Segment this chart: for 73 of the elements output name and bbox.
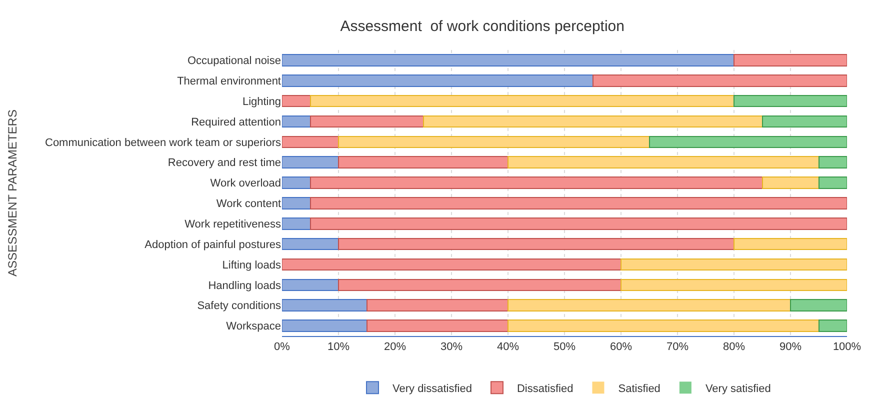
bar <box>282 94 311 108</box>
bar <box>338 238 734 250</box>
legend-label: Satisfied <box>618 382 660 395</box>
bar <box>620 258 847 271</box>
bar <box>282 258 622 271</box>
bar <box>310 115 424 128</box>
bar <box>282 136 339 148</box>
x-tick-label: 20% <box>384 341 406 354</box>
bar <box>818 320 847 332</box>
y-tick-label: Occupational noise <box>187 55 281 68</box>
y-tick-label: Required attention <box>191 116 281 128</box>
bar <box>282 156 339 168</box>
bar <box>366 299 508 312</box>
bar <box>734 54 847 66</box>
x-tick-label: 80% <box>722 341 746 354</box>
x-tick-label: 10% <box>327 341 350 354</box>
x-tick-label: 30% <box>440 341 463 354</box>
x-tick-label: 70% <box>666 341 689 354</box>
y-tick-label: Thermal environment <box>177 75 281 88</box>
bar <box>310 218 847 230</box>
x-tick-label: 100% <box>832 341 862 354</box>
bar <box>282 197 311 210</box>
bar <box>508 156 820 168</box>
bar <box>818 176 847 189</box>
x-tick-label: 90% <box>779 341 802 354</box>
y-tick-label: Adoption of painful postures <box>144 238 282 251</box>
x-tick-label: 50% <box>553 341 576 354</box>
y-tick-label: Recovery and rest time <box>168 157 281 170</box>
bar <box>338 156 508 168</box>
bar <box>620 278 847 292</box>
y-tick-label: Work overload <box>210 178 281 190</box>
bar <box>282 278 339 292</box>
bar <box>338 136 650 148</box>
y-tick-label: Lifting loads <box>222 259 282 272</box>
legend-label: Very satisfied <box>705 382 771 395</box>
bar <box>282 238 339 250</box>
bar <box>762 115 847 128</box>
bar <box>338 278 622 292</box>
y-tick-label: Safety conditions <box>197 300 282 312</box>
chart-title: Assessment of work conditions perception <box>340 18 625 36</box>
y-tick-label: Work content <box>216 198 281 210</box>
bar <box>282 218 311 230</box>
x-tick-label: 40% <box>496 341 520 354</box>
bar <box>762 176 820 189</box>
y-tick-label: Handling loads <box>208 280 282 292</box>
y-tick-label: Communication between work team or superiors <box>45 136 282 149</box>
bar <box>790 299 847 312</box>
bar <box>592 74 847 87</box>
bar <box>310 176 763 189</box>
y-tick-label: Work repetitiveness <box>184 218 282 230</box>
bar <box>310 94 734 108</box>
bar <box>282 54 734 66</box>
y-tick-label: Workspace <box>226 320 281 333</box>
bar <box>282 176 311 189</box>
y-tick-label: Lighting <box>242 96 281 108</box>
bar <box>282 320 368 332</box>
bar <box>818 156 847 168</box>
bar <box>734 94 847 108</box>
bar <box>508 299 791 312</box>
x-tick-label: 0% <box>274 341 290 354</box>
bar <box>366 320 508 332</box>
bar <box>734 238 847 250</box>
legend-label: Very dissatisfied <box>392 382 472 395</box>
bar <box>282 115 311 128</box>
bar <box>282 299 368 312</box>
bar <box>310 197 847 210</box>
bar <box>422 115 763 128</box>
bar <box>508 320 820 332</box>
y-axis-title: ASSESSMENT PARAMETERS <box>5 110 20 276</box>
bar <box>648 136 847 148</box>
legend-label: Dissatisfied <box>516 382 574 395</box>
bar <box>282 74 594 87</box>
x-tick-label: 60% <box>610 341 632 354</box>
